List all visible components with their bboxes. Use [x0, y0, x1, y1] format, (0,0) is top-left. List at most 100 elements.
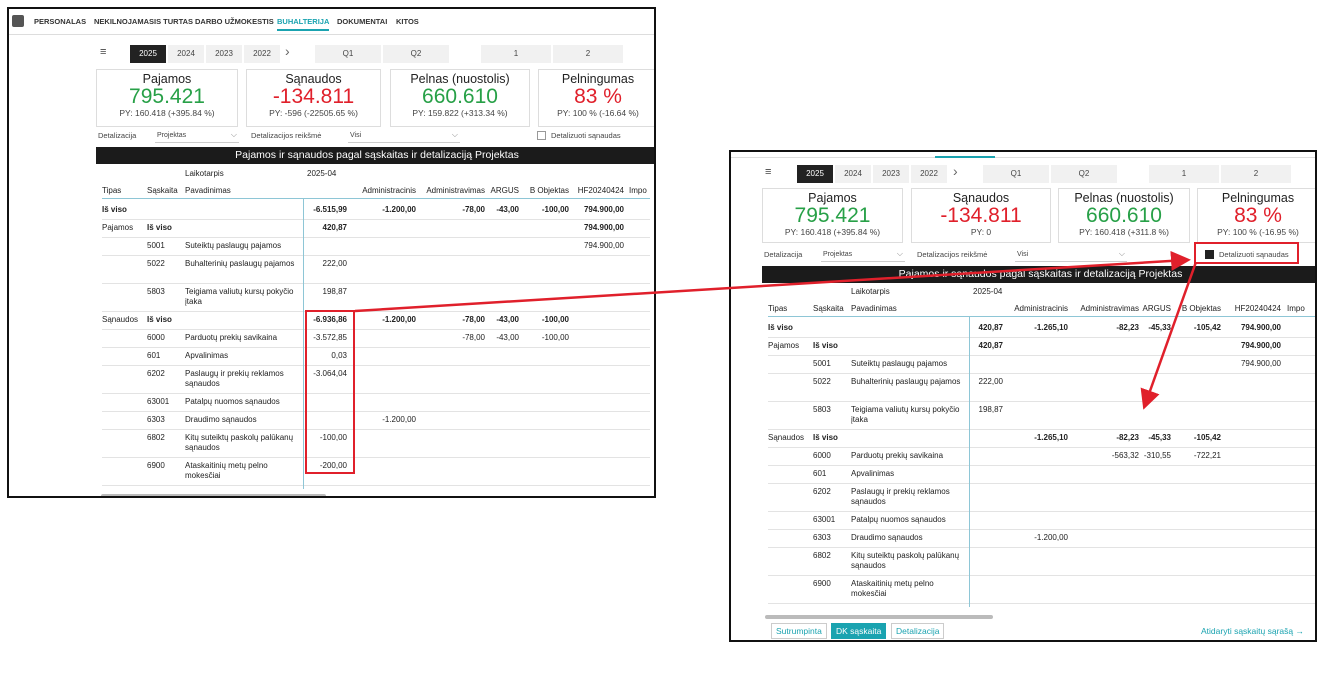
- row-total[interactable]: 198,87: [978, 405, 1003, 414]
- col-header[interactable]: Administracinis: [362, 186, 416, 195]
- quarter-q1[interactable]: Q1: [315, 45, 381, 63]
- row-value[interactable]: -1.200,00: [382, 205, 416, 214]
- row-value[interactable]: 794.900,00: [583, 205, 624, 214]
- row-saskaita[interactable]: 5022: [813, 377, 831, 386]
- row-value[interactable]: -1.200,00: [1034, 533, 1068, 542]
- row-saskaita[interactable]: Iš viso: [813, 341, 838, 350]
- row-total[interactable]: 0,03: [331, 351, 347, 360]
- nav-kitos[interactable]: KITOS: [396, 17, 419, 26]
- col-header[interactable]: B Objektas: [1181, 304, 1221, 313]
- row-total[interactable]: -3.064,04: [313, 369, 347, 378]
- row-saskaita[interactable]: Iš viso: [813, 433, 838, 442]
- nav-nekilnojamasis-turtas[interactable]: NEKILNOJAMASIS TURTAS: [94, 17, 194, 26]
- month-2[interactable]: 2: [553, 45, 623, 63]
- horizontal-scrollbar[interactable]: [765, 615, 993, 619]
- row-saskaita[interactable]: 5001: [147, 241, 165, 250]
- row-value[interactable]: -310,55: [1143, 451, 1171, 460]
- row-value[interactable]: -82,23: [1116, 433, 1139, 442]
- row-saskaita[interactable]: 6802: [813, 551, 831, 560]
- month-1[interactable]: 1: [1149, 165, 1219, 183]
- year-2023[interactable]: 2023: [873, 165, 909, 183]
- row-value[interactable]: -1.265,10: [1034, 323, 1068, 332]
- col-header-saskaita[interactable]: Sąskaita: [813, 304, 844, 313]
- row-value[interactable]: -43,00: [496, 315, 519, 324]
- tab-sutrumpinta[interactable]: Sutrumpinta: [771, 623, 827, 639]
- row-value[interactable]: 794.900,00: [583, 241, 624, 250]
- row-value[interactable]: -43,00: [496, 333, 519, 342]
- nav-darbo-uzmokestis[interactable]: DARBO UŽMOKESTIS: [195, 17, 274, 26]
- row-total[interactable]: 420,87: [978, 323, 1003, 332]
- row-total[interactable]: 198,87: [322, 287, 347, 296]
- col-header[interactable]: HF20240424: [1234, 304, 1281, 313]
- row-total[interactable]: -100,00: [319, 433, 347, 442]
- row-saskaita[interactable]: 63001: [813, 515, 836, 524]
- row-saskaita[interactable]: 6900: [813, 579, 831, 588]
- row-total[interactable]: -200,00: [319, 461, 347, 470]
- menu-icon[interactable]: ≡: [100, 46, 107, 58]
- detalizuoti-checkbox[interactable]: [1205, 250, 1214, 259]
- row-saskaita[interactable]: Iš viso: [147, 223, 172, 232]
- chevron-right-icon[interactable]: ›: [953, 163, 958, 179]
- detalizuoti-checkbox[interactable]: [537, 131, 546, 140]
- row-value[interactable]: -105,42: [1193, 323, 1221, 332]
- year-2024[interactable]: 2024: [168, 45, 204, 63]
- row-total[interactable]: -3.572,85: [313, 333, 347, 342]
- year-2022[interactable]: 2022: [244, 45, 280, 63]
- month-1[interactable]: 1: [481, 45, 551, 63]
- col-header-tipas[interactable]: Tipas: [102, 186, 122, 195]
- horizontal-scrollbar[interactable]: [101, 494, 326, 496]
- col-header[interactable]: HF20240424: [577, 186, 624, 195]
- row-total[interactable]: -6.515,99: [313, 205, 347, 214]
- row-saskaita[interactable]: 6202: [147, 369, 165, 378]
- row-saskaita[interactable]: 6000: [813, 451, 831, 460]
- col-header[interactable]: B Objektas: [529, 186, 569, 195]
- year-2022[interactable]: 2022: [911, 165, 947, 183]
- row-value[interactable]: -563,32: [1111, 451, 1139, 460]
- nav-personalas[interactable]: PERSONALAS: [34, 17, 87, 26]
- row-value[interactable]: 794.900,00: [1240, 341, 1281, 350]
- row-value[interactable]: -100,00: [541, 333, 569, 342]
- row-value[interactable]: -722,21: [1193, 451, 1221, 460]
- row-saskaita[interactable]: 5803: [147, 287, 165, 296]
- row-value[interactable]: -45,33: [1148, 433, 1171, 442]
- col-header-saskaita[interactable]: Sąskaita: [147, 186, 178, 195]
- col-header[interactable]: Administravimas: [426, 186, 485, 195]
- row-total[interactable]: -6.936,86: [313, 315, 347, 324]
- row-value[interactable]: -1.200,00: [382, 315, 416, 324]
- tab-dk-saskaita[interactable]: DK sąskaita: [831, 623, 887, 639]
- row-value[interactable]: -82,23: [1116, 323, 1139, 332]
- row-total[interactable]: 222,00: [978, 377, 1003, 386]
- quarter-q2[interactable]: Q2: [383, 45, 449, 63]
- row-value[interactable]: 794.900,00: [1240, 359, 1281, 368]
- row-saskaita[interactable]: 6303: [147, 415, 165, 424]
- year-2024[interactable]: 2024: [835, 165, 871, 183]
- quarter-q1[interactable]: Q1: [983, 165, 1049, 183]
- row-value[interactable]: -100,00: [541, 205, 569, 214]
- row-value[interactable]: 794.900,00: [1240, 323, 1281, 332]
- year-2025[interactable]: 2025: [130, 45, 166, 63]
- col-header-impo[interactable]: Impo: [629, 186, 647, 195]
- col-header-pavadinimas[interactable]: Pavadinimas: [851, 304, 897, 313]
- col-header-impo[interactable]: Impo: [1287, 304, 1305, 313]
- row-value[interactable]: -43,00: [496, 205, 519, 214]
- row-value[interactable]: -105,42: [1193, 433, 1221, 442]
- row-total[interactable]: 420,87: [978, 341, 1003, 350]
- row-saskaita[interactable]: 6000: [147, 333, 165, 342]
- nav-buhalterija[interactable]: BUHALTERIJA: [277, 17, 330, 31]
- col-header[interactable]: Administracinis: [1014, 304, 1068, 313]
- row-saskaita[interactable]: 5001: [813, 359, 831, 368]
- row-value[interactable]: -78,00: [462, 315, 485, 324]
- reiksme-select[interactable]: Visi ⌵: [348, 130, 460, 143]
- open-accounts-link[interactable]: Atidaryti sąskaitų sąrašą →: [1201, 626, 1304, 636]
- chevron-right-icon[interactable]: ›: [285, 43, 290, 59]
- year-2023[interactable]: 2023: [206, 45, 242, 63]
- row-saskaita[interactable]: 6303: [813, 533, 831, 542]
- row-saskaita[interactable]: 601: [813, 469, 827, 478]
- tab-detalizacija[interactable]: Detalizacija: [891, 623, 945, 639]
- col-header[interactable]: ARGUS: [490, 186, 519, 195]
- row-saskaita[interactable]: 6900: [147, 461, 165, 470]
- row-saskaita[interactable]: Iš viso: [147, 315, 172, 324]
- menu-icon[interactable]: ≡: [765, 166, 772, 178]
- row-value[interactable]: 794.900,00: [583, 223, 624, 232]
- quarter-q2[interactable]: Q2: [1051, 165, 1117, 183]
